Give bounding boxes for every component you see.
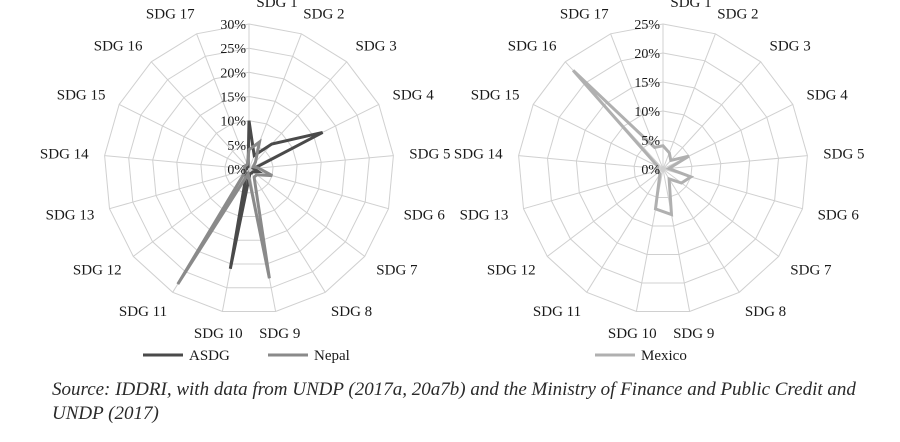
- axis-spoke: [104, 155, 250, 170]
- axis-spoke: [523, 168, 664, 210]
- tick-label: 25%: [220, 42, 246, 57]
- category-label: SDG 1: [256, 0, 297, 11]
- axis-spoke: [532, 103, 664, 170]
- category-label: SDG 6: [404, 208, 446, 224]
- category-label: SDG 6: [818, 208, 860, 224]
- legend-label: Nepal: [314, 348, 350, 364]
- category-label: SDG 2: [717, 6, 758, 22]
- axis-spoke: [546, 168, 664, 257]
- category-label: SDG 15: [471, 88, 520, 104]
- grid-ring: [575, 81, 751, 255]
- axis-spoke: [248, 61, 348, 170]
- tick-label: 10%: [220, 115, 246, 130]
- axis-spoke: [196, 33, 250, 170]
- legend-label: Mexico: [641, 348, 687, 364]
- tick-label: 20%: [220, 66, 246, 81]
- tick-label: 25%: [634, 18, 660, 33]
- category-label: SDG 8: [745, 304, 786, 320]
- tick-label: 5%: [227, 139, 246, 154]
- legend-left: ASDG Nepal: [143, 348, 350, 364]
- axis-spoke: [248, 155, 394, 170]
- grid-ring: [128, 47, 370, 289]
- grid-ring: [224, 144, 274, 194]
- category-label: SDG 7: [376, 263, 418, 279]
- category-label: SDG 3: [356, 39, 397, 55]
- grid-ring: [176, 95, 322, 241]
- category-label: SDG 1: [670, 0, 711, 11]
- category-label: SDG 17: [146, 6, 195, 22]
- category-label: SDG 4: [393, 88, 435, 104]
- grid-ring: [546, 52, 780, 284]
- category-label: SDG 14: [40, 147, 89, 163]
- axis-spoke: [248, 168, 366, 257]
- axis-spoke: [150, 61, 250, 170]
- axis-spoke: [248, 168, 326, 293]
- grid-ring: [633, 139, 693, 198]
- category-label: SDG 5: [409, 147, 450, 163]
- category-label: SDG 11: [533, 304, 581, 320]
- axis-spoke: [586, 168, 664, 293]
- grid-ring: [104, 23, 394, 312]
- category-label: SDG 13: [46, 208, 95, 224]
- grid-ring: [200, 120, 298, 217]
- series-line-nepal: [176, 138, 273, 285]
- series-line-asdg: [228, 120, 324, 270]
- category-label: SDG 10: [194, 326, 243, 342]
- tick-label: 30%: [220, 18, 246, 33]
- category-label: SDG 15: [57, 88, 106, 104]
- tick-label: 0%: [641, 163, 660, 178]
- tick-label: 10%: [634, 105, 660, 120]
- axis-spoke: [518, 155, 664, 170]
- axis-spoke: [662, 168, 740, 293]
- radar-chart-left: 0% 5% 10% 15% 20% 25% 30% SDG 1 SDG 2 SDG 3 SDG 4 S…: [40, 0, 451, 342]
- category-label: SDG 9: [259, 326, 300, 342]
- grid-ring: [604, 110, 722, 227]
- axis-spoke: [662, 33, 716, 170]
- axis-spoke: [109, 168, 250, 210]
- axis-spoke: [132, 168, 250, 257]
- category-label: SDG 4: [807, 88, 849, 104]
- category-label: SDG 17: [560, 6, 609, 22]
- radar-chart-right: 0% 5% 10% 15% 20% 25% SDG 1 SDG 2 SDG 3 SDG 4 SDG …: [454, 0, 865, 342]
- category-label: SDG 3: [770, 39, 811, 55]
- legend-right: Mexico: [595, 348, 687, 364]
- axis-spoke: [662, 155, 808, 170]
- figure-caption: Source: IDDRI, with data from UNDP (2017…: [52, 379, 856, 424]
- grid-ring: [152, 71, 346, 265]
- category-label: SDG 5: [823, 147, 864, 163]
- tick-label: 15%: [634, 76, 660, 91]
- category-label: SDG 12: [487, 263, 536, 279]
- grid-ring: [518, 23, 808, 312]
- series-line-mexico: [571, 69, 695, 217]
- category-label: SDG 13: [460, 208, 509, 224]
- category-label: SDG 12: [73, 263, 122, 279]
- category-label: SDG 16: [94, 39, 143, 55]
- tick-label: 20%: [634, 47, 660, 62]
- axis-spoke: [662, 168, 691, 312]
- category-label: SDG 9: [673, 326, 714, 342]
- category-label: SDG 10: [608, 326, 657, 342]
- axis-spoke: [662, 61, 762, 170]
- tick-label: 15%: [220, 91, 246, 106]
- category-label: SDG 14: [454, 147, 503, 163]
- legend-label: ASDG: [189, 348, 230, 364]
- category-label: SDG 7: [790, 263, 832, 279]
- axis-spoke: [118, 103, 250, 170]
- category-label: SDG 16: [508, 39, 557, 55]
- tick-label: 5%: [641, 134, 660, 149]
- category-label: SDG 2: [303, 6, 344, 22]
- category-label: SDG 11: [119, 304, 167, 320]
- tick-label: 0%: [227, 163, 246, 178]
- category-label: SDG 8: [331, 304, 372, 320]
